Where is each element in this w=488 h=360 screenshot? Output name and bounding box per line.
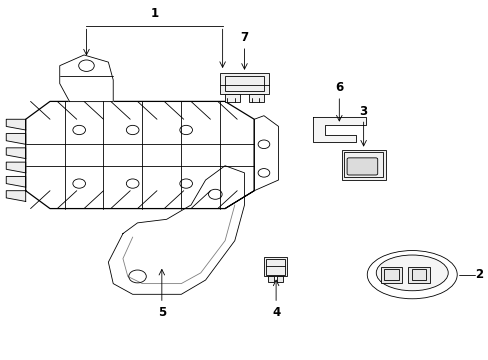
Polygon shape [312,117,366,143]
Text: 2: 2 [474,268,483,281]
Bar [267,276,274,282]
Bar [380,267,401,283]
Bar [344,153,382,177]
Text: 7: 7 [240,31,248,44]
Bar [224,76,264,91]
Bar [341,150,385,180]
Text: 3: 3 [359,105,367,118]
Text: 1: 1 [150,8,158,21]
Bar [411,269,426,280]
Polygon shape [6,119,26,130]
Bar [264,257,287,276]
Bar [407,267,429,283]
Bar [383,269,398,280]
Polygon shape [60,55,113,102]
Polygon shape [6,134,26,144]
Text: 5: 5 [158,306,165,319]
Bar [220,73,268,94]
Text: 4: 4 [271,306,280,319]
Bar [277,276,283,282]
Polygon shape [6,162,26,173]
Ellipse shape [366,251,456,299]
Bar [266,258,285,275]
FancyBboxPatch shape [346,158,377,175]
Text: 6: 6 [334,81,343,94]
Ellipse shape [375,255,447,291]
Bar [224,94,239,102]
Polygon shape [6,191,26,202]
Polygon shape [6,148,26,158]
Polygon shape [108,166,244,294]
Polygon shape [26,102,254,208]
Polygon shape [6,176,26,187]
Bar [249,94,264,102]
Polygon shape [224,116,278,208]
